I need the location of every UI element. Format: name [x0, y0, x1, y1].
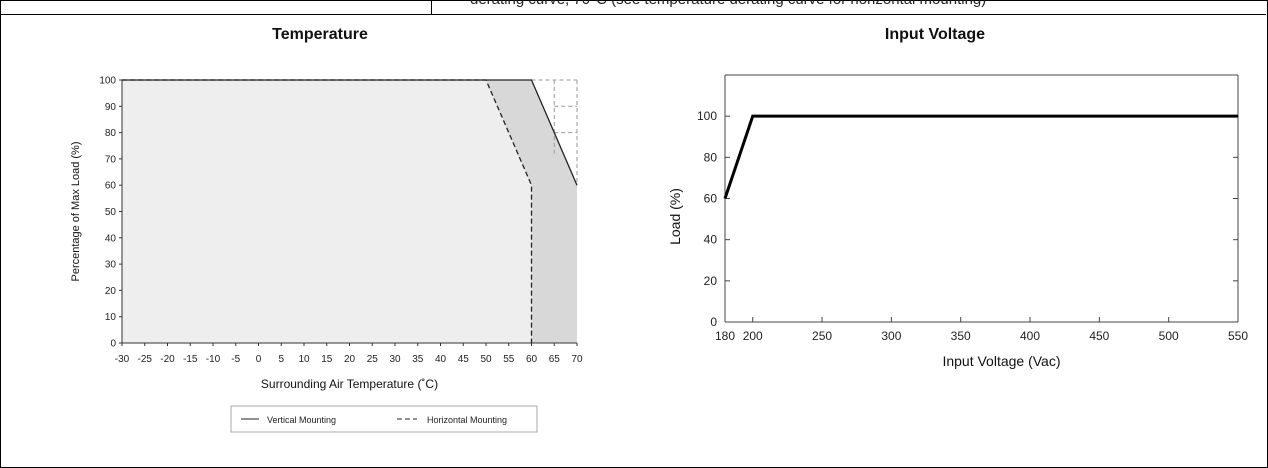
voltage-y-tick-label: 100	[697, 109, 717, 123]
temperature-y-tick-label: 70	[105, 154, 117, 165]
voltage-chart-title: Input Voltage	[884, 26, 986, 43]
temperature-x-tick-label: 60	[526, 354, 538, 365]
voltage-y-tick-label: 60	[704, 192, 718, 206]
legend-label-horizontal: Horizontal Mounting	[427, 415, 507, 425]
temperature-x-tick-label: 5	[278, 354, 284, 365]
temperature-x-axis-label: Surrounding Air Temperature (˚C)	[261, 377, 438, 391]
temperature-x-tick-label: 25	[367, 354, 379, 365]
voltage-x-tick-label: 300	[881, 329, 901, 343]
voltage-y-tick-label: 40	[704, 233, 718, 247]
temperature-x-tick-label: 30	[389, 354, 401, 365]
temperature-y-tick-label: 60	[105, 181, 117, 192]
temperature-x-tick-label: 15	[321, 354, 333, 365]
temperature-x-tick-label: -30	[115, 354, 130, 365]
voltage-x-tick-label: 200	[743, 329, 763, 343]
voltage-x-tick-label: 350	[951, 329, 971, 343]
clipped-table-row: derating curve, 70°C (see temperature de…	[0, 0, 1266, 15]
voltage-y-axis-label: Load (%)	[667, 188, 683, 245]
temperature-chart: 0 10 20 30 40 50 60 70 80 90 100 -30 -25 -20 -15 -10 -5 0…	[70, 76, 583, 433]
temperature-x-tick-label: -15	[183, 354, 198, 365]
temperature-y-tick-label: 50	[105, 207, 117, 218]
voltage-x-tick-label: 550	[1228, 329, 1248, 343]
temperature-x-tick-label: 55	[503, 354, 515, 365]
temperature-y-tick-label: 0	[110, 339, 116, 350]
temperature-y-tick-label: 30	[105, 260, 117, 271]
voltage-y-tick-label: 80	[704, 150, 718, 164]
temperature-x-tick-label: 20	[344, 354, 356, 365]
temperature-x-tick-label: 50	[480, 354, 492, 365]
temperature-x-tick-label: 10	[298, 354, 310, 365]
temperature-x-tick-label: -5	[231, 354, 240, 365]
temperature-x-tick-label: 0	[256, 354, 262, 365]
temperature-y-tick-label: 20	[105, 286, 117, 297]
temperature-y-axis-label: Percentage of Max Load (%)	[70, 141, 82, 281]
temperature-x-tick-label: -25	[138, 354, 153, 365]
temperature-x-tick-label: -10	[206, 354, 221, 365]
voltage-x-tick-label: 180	[715, 329, 735, 343]
temperature-x-tick-label: 35	[412, 354, 424, 365]
voltage-x-tick-label: 500	[1159, 329, 1179, 343]
temperature-x-tick-label: -20	[160, 354, 175, 365]
temperature-x-tick-label: 70	[571, 354, 583, 365]
clipped-header-text: derating curve, 70°C (see temperature de…	[470, 0, 986, 8]
voltage-x-tick-label: 450	[1089, 329, 1109, 343]
temperature-y-tick-label: 100	[99, 76, 116, 87]
voltage-x-tick-label: 400	[1020, 329, 1040, 343]
temperature-legend-box	[230, 405, 538, 433]
voltage-x-tick-label: 250	[812, 329, 832, 343]
temperature-y-tick-label: 10	[105, 312, 117, 323]
load-curve-line	[723, 114, 1238, 199]
input-voltage-chart: 0 20 40 60 80 100 180 200 250 300 350 400 450 500 550 I…	[667, 74, 1248, 369]
temperature-x-tick-label: 65	[549, 354, 561, 365]
table-divider	[431, 0, 432, 14]
voltage-y-tick-label: 0	[710, 315, 717, 329]
temperature-x-tick-label: 45	[458, 354, 470, 365]
temperature-x-tick-label: 40	[435, 354, 447, 365]
temperature-y-tick-label: 80	[105, 128, 117, 139]
temperature-y-tick-label: 90	[105, 102, 117, 113]
legend-label-vertical: Vertical Mounting	[267, 415, 336, 425]
voltage-x-axis-label: Input Voltage (Vac)	[942, 353, 1060, 369]
temperature-chart-title: Temperature	[272, 26, 368, 43]
voltage-y-tick-label: 20	[704, 274, 718, 288]
horizontal-mounting-area	[122, 80, 532, 343]
temperature-y-tick-label: 40	[105, 233, 117, 244]
